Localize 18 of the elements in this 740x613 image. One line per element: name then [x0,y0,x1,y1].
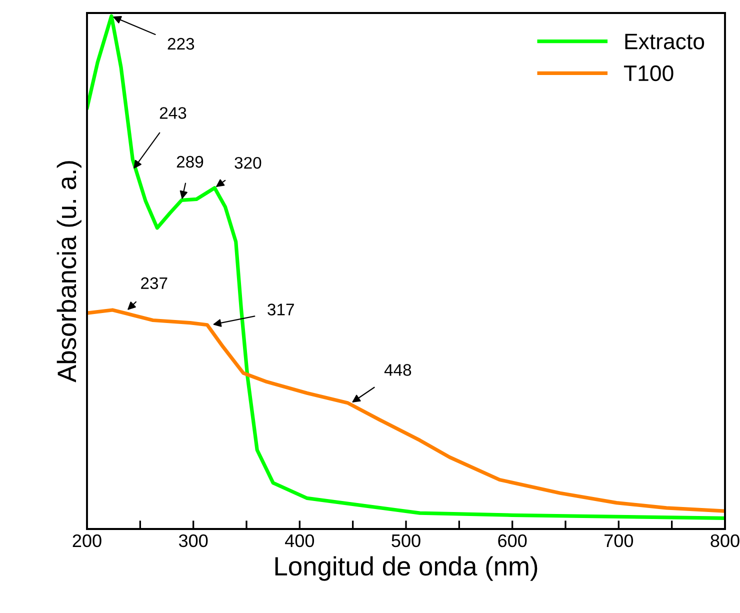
y-axis-title: Absorbancia (u. a.) [56,161,82,382]
x-axis-title: Longitud de onda (nm) [275,556,538,581]
x-tick-label: 800 [710,534,740,548]
x-tick-label: 700 [604,534,634,548]
annotation: 448 [384,364,412,376]
annotation: 237 [141,277,168,290]
x-tick-label: 300 [178,534,208,548]
legend-label: Extracto [625,34,704,50]
annotation: 289 [176,156,204,168]
x-tick-label: 400 [285,534,314,548]
annotation: 223 [168,38,194,50]
legend-label: T100 [624,65,674,82]
annotation: 243 [160,107,186,119]
x-tick-label: 600 [498,534,527,548]
annotation: 317 [268,304,294,316]
annotation: 320 [234,156,262,169]
x-tick-label: 500 [392,534,420,548]
x-tick-label: 200 [72,534,102,548]
